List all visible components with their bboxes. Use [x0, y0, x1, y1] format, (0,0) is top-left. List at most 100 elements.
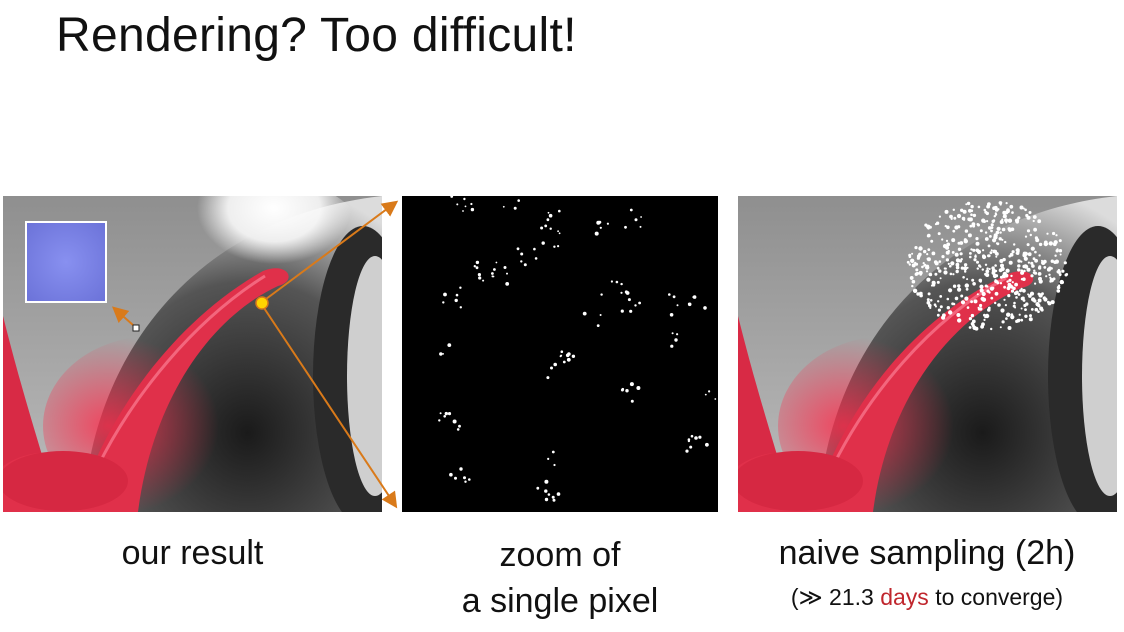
- highlight-dot: [566, 357, 571, 362]
- highlight-dot: [439, 412, 442, 415]
- noise-speckle: [968, 317, 972, 321]
- noise-speckle: [1056, 248, 1059, 251]
- highlight-dot: [639, 225, 642, 228]
- highlight-dot: [550, 366, 553, 370]
- noise-speckle: [952, 284, 957, 288]
- noise-speckle: [962, 276, 965, 279]
- noise-speckle: [1052, 231, 1056, 236]
- noise-speckle: [993, 215, 996, 218]
- highlight-dot: [668, 293, 671, 296]
- noise-speckle: [981, 268, 984, 271]
- highlight-dot: [482, 279, 485, 282]
- noise-speckle: [921, 265, 924, 269]
- highlight-dot: [703, 306, 707, 310]
- highlight-dot: [600, 293, 603, 296]
- noise-speckle: [1027, 252, 1032, 257]
- highlight-dot: [547, 457, 550, 460]
- noise-speckle: [960, 294, 964, 298]
- highlight-dot: [473, 265, 476, 268]
- caption-zoom-line1: zoom of: [499, 536, 621, 574]
- highlight-dot: [439, 352, 443, 356]
- highlight-dot: [671, 332, 674, 335]
- noise-speckle: [1002, 215, 1005, 218]
- noise-speckle: [1001, 227, 1006, 232]
- noise-speckle: [1038, 242, 1043, 247]
- noise-speckle: [987, 254, 991, 258]
- noise-speckle: [969, 255, 972, 259]
- noise-speckle: [1048, 266, 1052, 270]
- highlight-dot: [551, 495, 555, 499]
- noise-speckle: [927, 248, 931, 251]
- noise-speckle: [915, 268, 919, 272]
- highlight-dot: [454, 476, 457, 480]
- noise-speckle: [994, 212, 997, 215]
- noise-speckle: [1050, 300, 1055, 305]
- highlight-dot: [544, 497, 549, 502]
- noise-speckle: [1064, 273, 1068, 277]
- noise-speckle: [1029, 233, 1032, 237]
- noise-speckle: [1054, 254, 1057, 257]
- noise-speckle: [984, 313, 990, 319]
- noise-speckle: [923, 263, 927, 267]
- noise-speckle: [949, 272, 953, 276]
- noise-speckle: [1034, 250, 1037, 254]
- noise-speckle: [974, 326, 979, 331]
- noise-speckle: [968, 326, 972, 329]
- noise-speckle: [1043, 240, 1048, 245]
- highlight-dot: [444, 411, 448, 416]
- noise-speckle: [937, 300, 940, 303]
- noise-speckle: [1015, 290, 1019, 295]
- noise-speckle: [1013, 243, 1016, 246]
- highlight-dot: [517, 199, 520, 202]
- noise-speckle: [973, 258, 977, 262]
- highlight-dot: [634, 218, 638, 222]
- noise-speckle: [979, 288, 984, 293]
- noise-speckle: [938, 269, 942, 273]
- noise-speckle: [946, 225, 950, 230]
- noise-speckle: [966, 278, 969, 281]
- highlight-dot: [452, 419, 457, 424]
- noise-speckle: [976, 223, 980, 226]
- highlight-dot: [690, 434, 694, 438]
- highlight-dot: [458, 424, 461, 428]
- highlight-dot: [443, 415, 446, 418]
- highlight-dot: [640, 216, 642, 218]
- noise-speckle: [1029, 314, 1032, 318]
- highlight-dot: [540, 226, 544, 230]
- noise-speckle: [1034, 258, 1038, 263]
- highlight-dot: [506, 272, 508, 275]
- highlight-dot: [674, 338, 678, 342]
- noise-speckle: [988, 268, 991, 270]
- noise-speckle: [970, 248, 973, 251]
- noise-speckle: [1027, 261, 1030, 264]
- noise-speckle: [1025, 302, 1029, 306]
- noise-speckle: [924, 223, 928, 227]
- highlight-dot: [442, 353, 444, 355]
- noise-speckle: [1030, 274, 1034, 278]
- highlight-dot: [594, 231, 599, 236]
- noise-speckle: [998, 237, 1002, 241]
- noise-speckle: [975, 241, 980, 246]
- highlight-dot: [620, 309, 624, 313]
- noise-speckle: [977, 205, 981, 209]
- noise-speckle: [966, 306, 970, 309]
- noise-speckle: [974, 255, 977, 258]
- noise-speckle: [983, 318, 986, 321]
- noise-speckle: [957, 284, 961, 288]
- noise-speckle: [918, 270, 923, 275]
- highlight-dot: [493, 268, 496, 271]
- noise-speckle: [946, 306, 950, 310]
- noise-speckle: [1005, 268, 1010, 273]
- noise-speckle: [989, 235, 992, 238]
- noise-speckle: [1042, 259, 1047, 264]
- noise-speckle: [1008, 260, 1013, 265]
- highlight-dot: [692, 295, 695, 299]
- highlight-dot: [560, 350, 564, 353]
- noise-speckle: [1053, 260, 1057, 264]
- noise-speckle: [1058, 273, 1062, 276]
- noise-speckle: [1020, 260, 1023, 263]
- highlight-dot: [620, 388, 624, 392]
- noise-speckle: [925, 264, 930, 268]
- noise-speckle: [931, 280, 936, 285]
- highlight-dot: [520, 260, 523, 263]
